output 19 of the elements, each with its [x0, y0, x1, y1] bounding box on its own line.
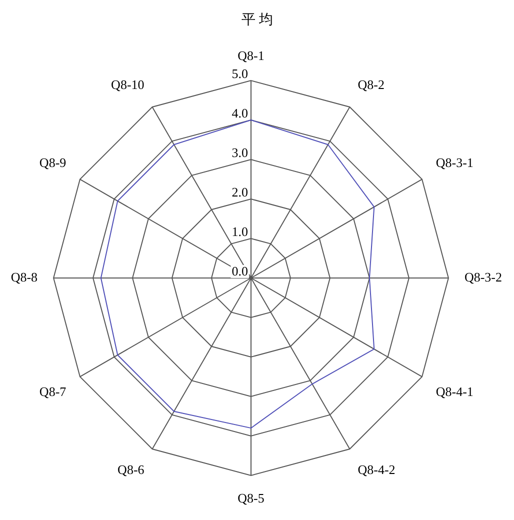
- y-tick-label: 5.0: [232, 66, 248, 81]
- spoke-label: Q8-3-1: [436, 154, 474, 170]
- spoke-label: Q8-9: [39, 154, 66, 170]
- y-tick-label: 0.0: [232, 263, 248, 278]
- y-tick-label: 1.0: [232, 224, 248, 239]
- spoke-label: Q8-7: [39, 384, 67, 399]
- spoke-label: Q8-4-2: [358, 462, 396, 478]
- spoke-label: Q8-3-2: [464, 269, 502, 284]
- spoke-label: Q8-10: [111, 76, 144, 92]
- y-tick-label: 4.0: [232, 105, 248, 120]
- spoke-label: Q8-5: [238, 490, 264, 506]
- spoke-label: Q8-4-1: [436, 384, 474, 399]
- spoke-label: Q8-6: [118, 462, 145, 478]
- spoke-label: Q8-8: [10, 269, 38, 284]
- chart-title: 平 均: [241, 12, 273, 28]
- spoke-label: Q8-2: [358, 76, 384, 92]
- spoke-label: Q8-1: [238, 48, 264, 64]
- y-tick-label: 3.0: [232, 144, 248, 160]
- y-tick-label: 2.0: [232, 184, 248, 200]
